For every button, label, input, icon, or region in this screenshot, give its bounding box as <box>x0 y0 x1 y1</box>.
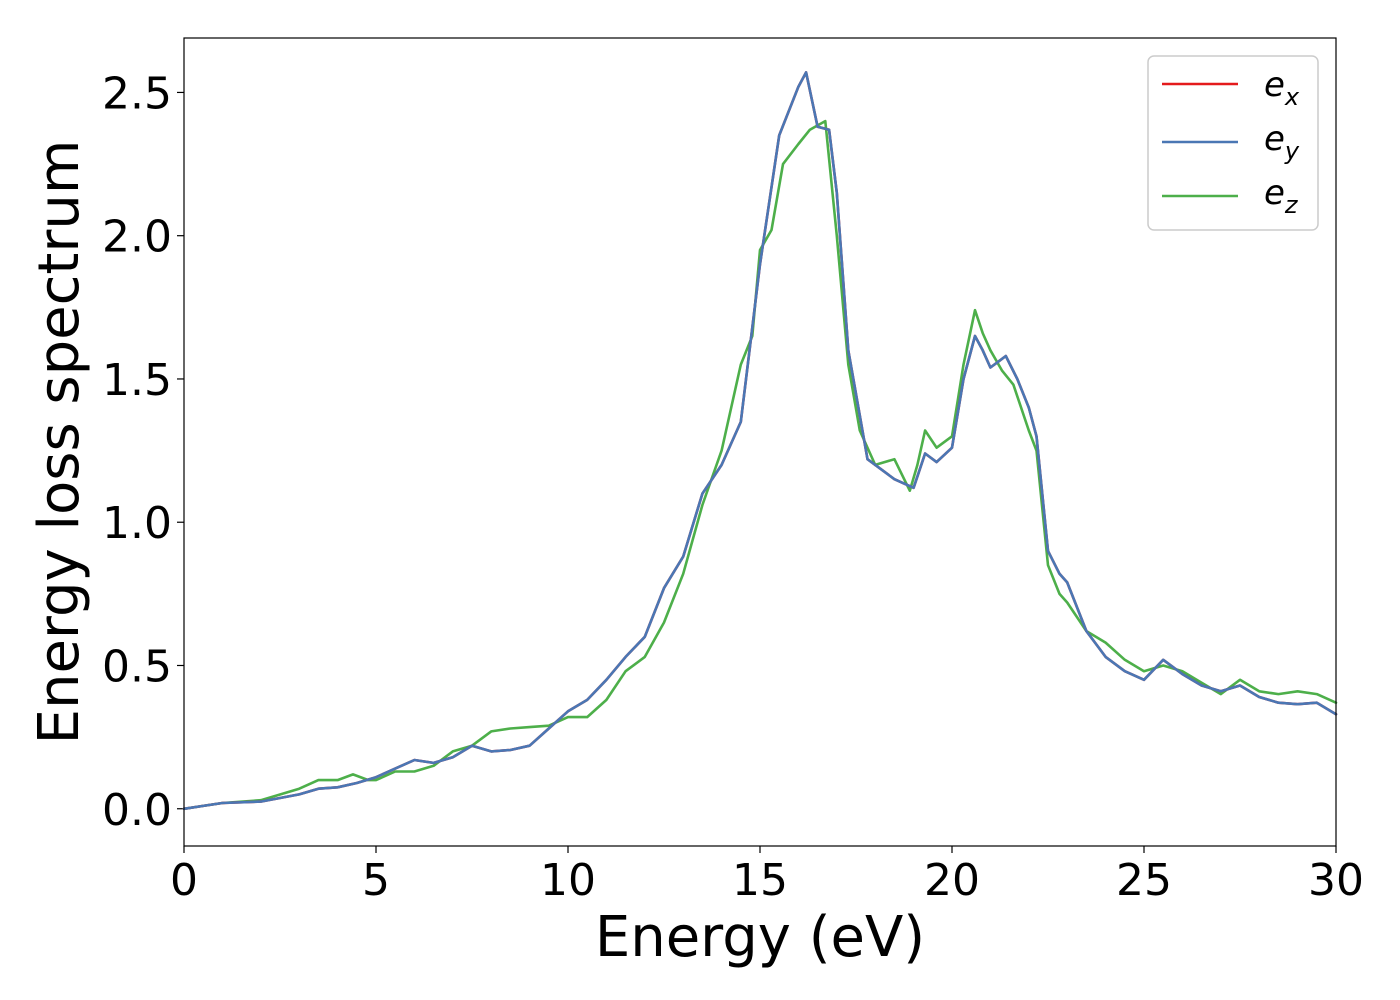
x-tick-label: 10 <box>540 855 596 906</box>
x-axis-ticks: 0 5 10 15 20 25 30 <box>170 846 1364 906</box>
x-tick-label: 20 <box>924 855 980 906</box>
series-line-ey <box>182 71 1338 811</box>
plot-background <box>184 38 1336 846</box>
x-tick-label: 0 <box>170 855 198 906</box>
y-axis-ticks: 0.0 0.5 1.0 1.5 2.0 2.5 <box>102 68 184 836</box>
legend-label-ez: ez <box>1264 173 1299 219</box>
y-tick-label: 2.0 <box>102 212 172 263</box>
legend: ex ey ez <box>1147 55 1319 231</box>
x-tick-label: 5 <box>362 855 390 906</box>
y-tick-label: 0.5 <box>102 641 172 692</box>
plot-frame <box>183 37 1337 847</box>
x-axis-label: Energy (eV) <box>595 905 925 970</box>
x-tick-label: 25 <box>1116 855 1172 906</box>
x-tick-label: 15 <box>732 855 788 906</box>
y-tick-label: 1.0 <box>102 498 172 549</box>
y-tick-label: 0.0 <box>102 785 172 836</box>
y-tick-label: 1.5 <box>102 355 172 406</box>
y-axis-label: Energy loss spectrum <box>27 140 92 745</box>
series-lines <box>182 71 1338 811</box>
legend-label-ex: ex <box>1264 65 1300 111</box>
y-tick-label: 2.5 <box>102 68 172 119</box>
legend-label-ey: ey <box>1264 119 1300 165</box>
x-tick-label: 30 <box>1308 855 1364 906</box>
series-line-ez <box>182 119 1338 811</box>
